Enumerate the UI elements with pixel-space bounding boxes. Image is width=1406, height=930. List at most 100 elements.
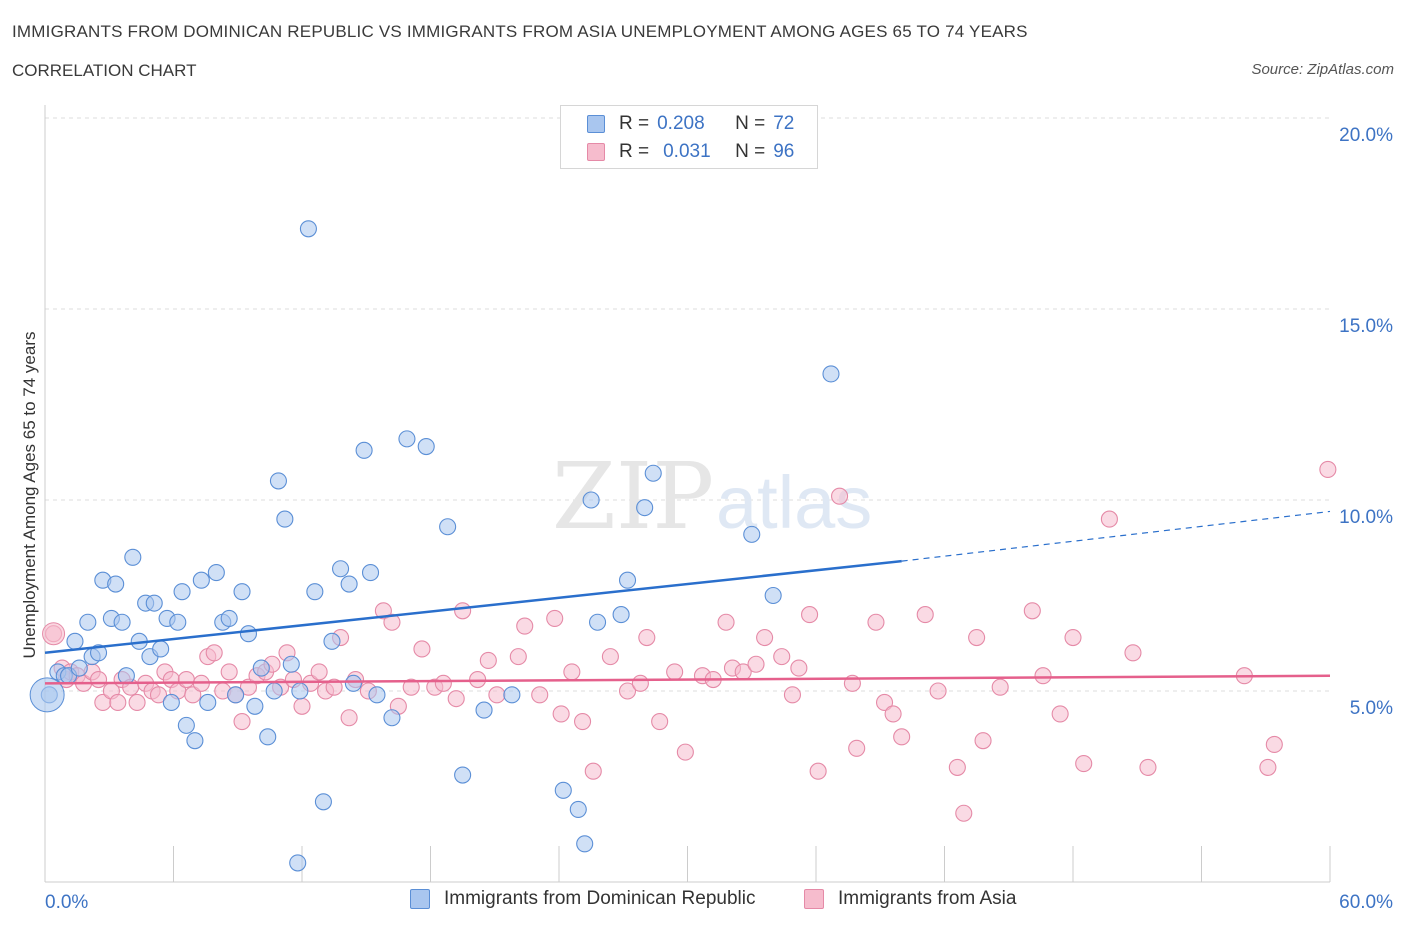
pink-point [676, 743, 694, 761]
blue-point [314, 793, 332, 811]
legend-r-value-blue: 0.208 [657, 113, 705, 134]
blue-point [252, 659, 270, 677]
pink-point [1100, 510, 1118, 528]
pink-point [968, 628, 986, 647]
pink-point [402, 678, 420, 696]
pink-point [383, 613, 401, 631]
correlation-legend: R = 0.208 N = 72 R = 0.031 N = 96 [560, 105, 818, 169]
chart-subtitle: CORRELATION CHART [12, 61, 197, 80]
legend-label-pink: Immigrants from Asia [838, 888, 1017, 909]
legend-r-label: R = [619, 141, 650, 162]
blue-point [89, 644, 108, 662]
pink-point [916, 606, 934, 624]
y-tick-label: 15.0% [1339, 316, 1393, 337]
blue-point [554, 781, 572, 799]
pink-point [929, 682, 947, 700]
blue-point [265, 682, 283, 700]
blue-point [282, 655, 300, 673]
pink-point [509, 648, 527, 666]
blue-point [169, 613, 187, 631]
legend-swatch-blue [587, 115, 605, 133]
blue-point [107, 575, 125, 593]
blue-point [475, 701, 493, 719]
blue-point [612, 606, 630, 624]
blue-point [66, 632, 84, 650]
blue-point [361, 564, 380, 582]
pink-point [434, 674, 452, 692]
pink-point [531, 686, 549, 704]
series-legend: Immigrants from Dominican Republic Immig… [0, 888, 1406, 918]
pink-point [948, 758, 966, 776]
pink-point [584, 762, 602, 780]
blue-point [588, 613, 607, 631]
legend-row-blue: R = 0.208 N = 72 [587, 112, 794, 136]
blue-point [276, 510, 294, 528]
blue-point [439, 518, 457, 536]
pink-point [177, 670, 195, 689]
blue-point [743, 525, 761, 543]
pink-point [413, 640, 431, 658]
legend-n-label: N = [735, 113, 766, 134]
blue-trend-extension [901, 510, 1331, 562]
blue-point [323, 632, 341, 650]
legend-r-value-pink: 0.031 [663, 141, 711, 162]
chart-title: IMMIGRANTS FROM DOMINICAN REPUBLIC VS IM… [12, 22, 1028, 41]
pink-point [325, 678, 343, 696]
pink-point [1265, 735, 1283, 754]
blue-point [306, 583, 324, 601]
legend-item-asia[interactable]: Immigrants from Asia [804, 888, 1016, 910]
blue-point [569, 800, 587, 818]
blue-point [70, 659, 88, 677]
legend-row-pink: R = 0.031 N = 96 [587, 140, 794, 164]
pink-point [974, 732, 992, 750]
y-tick-label: 10.0% [1339, 507, 1393, 528]
blue-point [344, 674, 362, 692]
gridlines [45, 117, 1330, 692]
pink-point [638, 628, 656, 647]
pink-trend-line [44, 674, 1331, 685]
pink-point [1051, 705, 1069, 723]
pink-point [479, 651, 497, 669]
blue-point [177, 716, 195, 734]
pink-point [574, 713, 592, 731]
pink-point [184, 686, 202, 704]
pink-point [205, 644, 223, 662]
blue-point [576, 835, 594, 853]
y-tick-label: 5.0% [1350, 698, 1393, 719]
legend-n-label: N = [735, 141, 766, 162]
pink-point-large [42, 622, 66, 646]
blue-point [269, 472, 287, 490]
blue-point [454, 766, 472, 784]
legend-swatch-pink [587, 143, 605, 161]
pink-point [666, 663, 684, 681]
watermark-atlas: atlas [716, 461, 872, 544]
blue-point [355, 441, 373, 459]
legend-item-dominican-republic[interactable]: Immigrants from Dominican Republic [410, 888, 756, 910]
pink-point [1259, 758, 1277, 776]
axes [44, 105, 1331, 883]
blue-point [764, 586, 782, 605]
pink-point [310, 663, 328, 681]
pink-point [1139, 758, 1157, 776]
x-tick-label-min: 0.0% [45, 892, 88, 913]
watermark-zip: ZIP [552, 443, 714, 550]
blue-point [207, 564, 225, 582]
axis-labels: 5.0% 10.0% 15.0% 20.0% 0.0% 60.0% [45, 125, 1393, 913]
pink-point [756, 628, 774, 647]
pink-point [790, 659, 808, 677]
blue-point [117, 667, 135, 685]
blue-point [152, 640, 170, 658]
blue-point [618, 571, 637, 589]
source-label: Source: ZipAtlas.com [1251, 61, 1394, 78]
blue-point [582, 491, 600, 509]
pink-point [109, 693, 127, 712]
y-tick-label: 20.0% [1339, 125, 1393, 146]
blue-point [162, 693, 180, 712]
blue-point [398, 430, 416, 448]
pink-point [340, 709, 358, 727]
blue-point [822, 365, 840, 383]
y-axis-label: Unemployment Among Ages 65 to 74 years [20, 331, 39, 659]
x-tick-label-max: 60.0% [1339, 892, 1393, 913]
pink-point [149, 686, 168, 704]
pink-point [783, 686, 801, 704]
